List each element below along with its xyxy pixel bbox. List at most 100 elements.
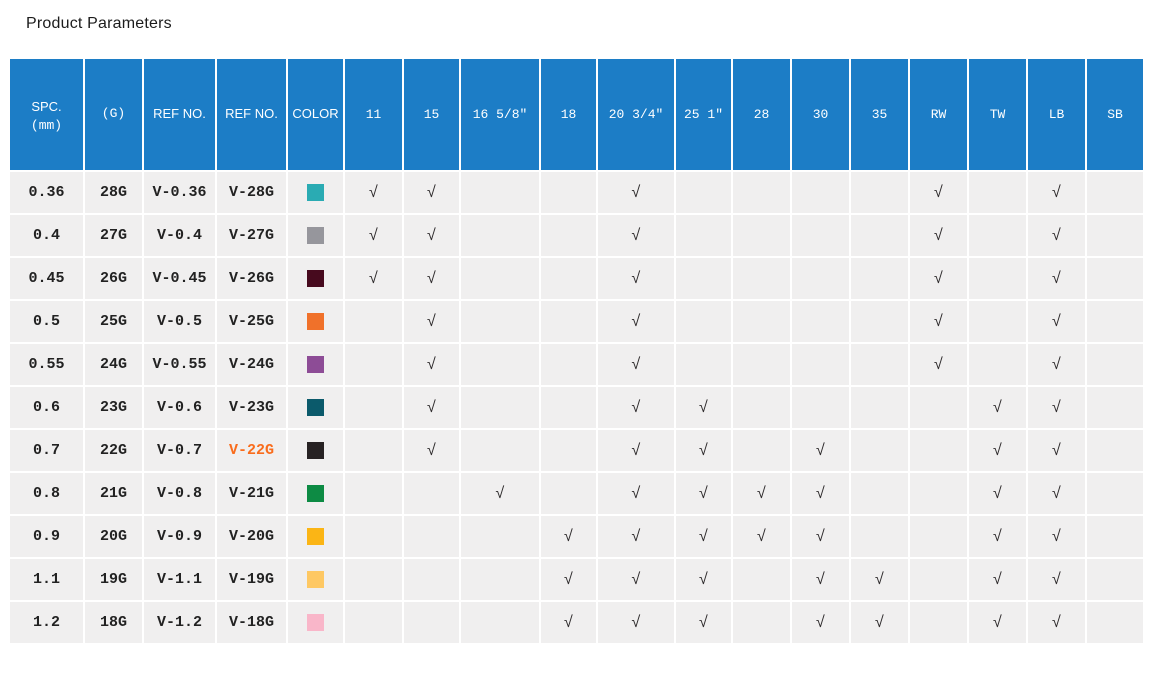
check-mark: √ (698, 441, 709, 460)
spc-cell: 0.6 (10, 387, 83, 428)
check-cell: √ (598, 516, 674, 557)
spc-cell: 0.9 (10, 516, 83, 557)
check-cell (1087, 344, 1143, 385)
check-mark: √ (1051, 570, 1062, 589)
ref-no-g-cell: V-21G (217, 473, 286, 514)
check-cell (733, 301, 790, 342)
check-cell (345, 516, 402, 557)
table-row: 0.7 22G V-0.7 V-22G √ √ √ √ √ √ (10, 430, 1143, 471)
check-cell (792, 344, 849, 385)
ref-no-g-cell: V-18G (217, 602, 286, 643)
check-cell (969, 344, 1026, 385)
check-mark: √ (933, 312, 944, 331)
color-cell (288, 559, 343, 600)
check-mark: √ (992, 613, 1003, 632)
product-parameters-table: SPC. (mm) (G) REF NO. REF NO. COLOR 11 15 16 5/8… (8, 57, 1145, 645)
ref-no-cell: V-0.55 (144, 344, 215, 385)
color-swatch (307, 270, 324, 287)
check-cell (345, 473, 402, 514)
check-cell: √ (404, 215, 459, 256)
ref-no-cell: V-0.45 (144, 258, 215, 299)
check-cell (1087, 602, 1143, 643)
check-mark: √ (631, 183, 641, 202)
check-mark: √ (933, 355, 944, 374)
check-mark: √ (426, 355, 437, 374)
check-cell: √ (404, 258, 459, 299)
check-cell (851, 516, 908, 557)
check-cell: √ (969, 430, 1026, 471)
check-mark: √ (426, 226, 437, 245)
check-mark: √ (1051, 355, 1062, 374)
column-header-label: REF NO. (225, 106, 278, 122)
column-header-label: REF NO. (153, 106, 206, 122)
column-header: REF NO. (144, 59, 215, 170)
check-mark: √ (631, 312, 641, 331)
check-cell: √ (461, 473, 539, 514)
check-mark: √ (631, 570, 641, 589)
check-cell: √ (541, 516, 596, 557)
check-cell (733, 430, 790, 471)
check-cell (541, 172, 596, 213)
check-mark: √ (631, 226, 641, 245)
check-cell: √ (733, 516, 790, 557)
check-mark: √ (631, 613, 641, 632)
color-swatch (307, 399, 324, 416)
check-cell: √ (969, 387, 1026, 428)
check-cell: √ (1028, 516, 1085, 557)
check-cell: √ (910, 215, 967, 256)
gauge-cell: 26G (85, 258, 142, 299)
check-cell (461, 559, 539, 600)
check-cell (1087, 559, 1143, 600)
check-cell: √ (851, 602, 908, 643)
ref-no-g-cell: V-27G (217, 215, 286, 256)
check-cell: √ (598, 172, 674, 213)
column-header: REF NO. (217, 59, 286, 170)
gauge-cell: 18G (85, 602, 142, 643)
check-mark: √ (874, 613, 885, 632)
size-column-header: 25 1″ (676, 59, 731, 170)
check-cell (910, 387, 967, 428)
check-mark: √ (368, 183, 379, 202)
gauge-cell: 25G (85, 301, 142, 342)
check-cell: √ (1028, 430, 1085, 471)
check-mark: √ (631, 269, 641, 288)
color-cell (288, 602, 343, 643)
column-header: COLOR (288, 59, 343, 170)
check-cell (733, 258, 790, 299)
check-cell: √ (676, 387, 731, 428)
check-mark: √ (495, 484, 505, 503)
check-cell (792, 215, 849, 256)
table-row: 0.9 20G V-0.9 V-20G √ √ √ √ √ √ √ (10, 516, 1143, 557)
check-cell (851, 344, 908, 385)
check-cell (1087, 473, 1143, 514)
check-mark: √ (426, 269, 437, 288)
size-column-header: 35 (851, 59, 908, 170)
gauge-cell: 23G (85, 387, 142, 428)
ref-no-cell: V-1.2 (144, 602, 215, 643)
check-mark: √ (1051, 441, 1062, 460)
check-cell (1087, 215, 1143, 256)
color-cell (288, 344, 343, 385)
gauge-cell: 21G (85, 473, 142, 514)
check-mark: √ (1051, 312, 1062, 331)
size-column-header: SB (1087, 59, 1143, 170)
column-header: (G) (85, 59, 142, 170)
check-cell (851, 473, 908, 514)
check-mark: √ (1051, 226, 1062, 245)
check-cell (910, 516, 967, 557)
spc-cell: 0.55 (10, 344, 83, 385)
check-cell (461, 344, 539, 385)
check-cell (541, 258, 596, 299)
check-cell: √ (404, 387, 459, 428)
check-mark: √ (756, 527, 767, 546)
check-cell: √ (1028, 473, 1085, 514)
check-cell: √ (1028, 172, 1085, 213)
color-swatch (307, 356, 324, 373)
gauge-cell: 19G (85, 559, 142, 600)
check-cell (461, 172, 539, 213)
check-mark: √ (631, 527, 641, 546)
spc-cell: 1.1 (10, 559, 83, 600)
check-cell: √ (676, 602, 731, 643)
check-cell: √ (676, 473, 731, 514)
check-mark: √ (426, 398, 437, 417)
